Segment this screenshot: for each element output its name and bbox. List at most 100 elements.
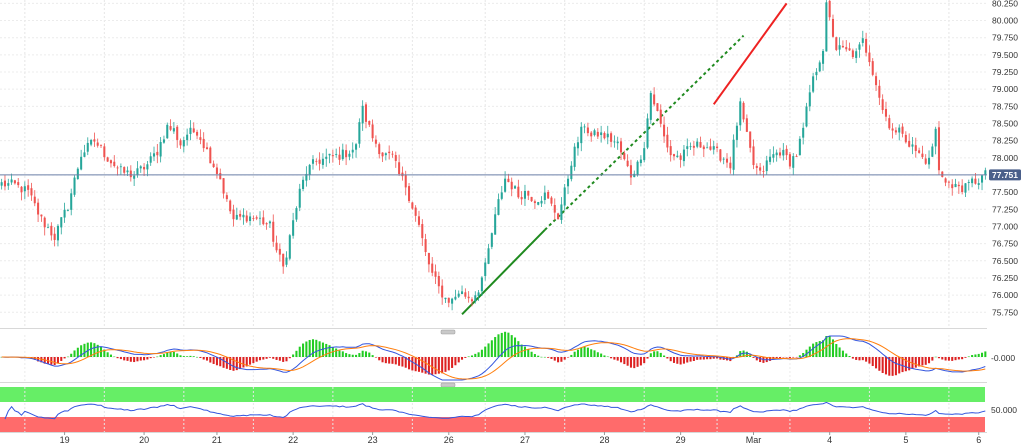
macd-hist-bar — [514, 337, 517, 357]
y-tick-label: 79.250 — [992, 67, 1018, 77]
candle-body — [729, 162, 732, 169]
candle-body — [123, 167, 126, 173]
y-tick-label: 76.500 — [992, 256, 1018, 266]
candle-body — [298, 188, 301, 208]
macd-hist-bar — [891, 357, 894, 376]
candle-body — [345, 150, 348, 158]
candle-body — [209, 147, 212, 164]
candle-body — [805, 106, 808, 127]
macd-hist-bar — [401, 357, 404, 367]
candle-body — [709, 146, 712, 150]
macd-hist-bar — [798, 355, 801, 357]
resize-handle[interactable] — [440, 329, 456, 335]
candle-body — [848, 48, 851, 51]
macd-hist-bar — [325, 343, 328, 357]
candle-body — [619, 141, 623, 153]
macd-hist-bar — [977, 353, 980, 357]
candle-body — [278, 248, 281, 255]
macd-hist-bar — [884, 357, 888, 375]
candle-body — [679, 155, 682, 160]
candle-body — [23, 186, 26, 192]
macd-hist-bar — [434, 357, 437, 375]
candle-body — [109, 160, 112, 164]
macd-hist-bar — [116, 357, 119, 359]
macd-hist-bar — [507, 332, 510, 357]
candle-body — [851, 50, 854, 58]
candle-body — [865, 38, 868, 53]
candle-body — [474, 295, 477, 302]
candle-body — [388, 151, 391, 154]
candle-body — [815, 71, 818, 76]
price-candles — [0, 0, 987, 311]
candle-body — [268, 221, 271, 224]
macd-hist-bar — [769, 357, 772, 361]
macd-hist-bar — [504, 331, 507, 357]
macd-hist-bar — [454, 357, 457, 366]
candle-body — [189, 127, 192, 135]
candle-body — [722, 158, 725, 160]
macd-hist-bar — [73, 350, 76, 357]
candle-body — [666, 134, 669, 148]
macd-hist-bar — [818, 341, 821, 357]
candle-body — [17, 182, 20, 186]
macd-hist-bar — [398, 357, 401, 366]
macd-hist-bar — [778, 357, 782, 359]
candle-body — [868, 52, 871, 63]
candle-body — [361, 105, 364, 124]
macd-hist-bar — [408, 357, 411, 370]
resize-handle[interactable] — [440, 382, 456, 388]
macd-hist-bar — [477, 352, 480, 357]
candle-body — [785, 148, 788, 156]
candle-body — [812, 76, 815, 92]
macd-hist-bar — [580, 347, 583, 357]
candle-body — [477, 292, 480, 297]
candle-body — [444, 297, 447, 300]
macd-hist-bar — [328, 345, 331, 357]
candle-body — [712, 146, 715, 150]
candle-body — [159, 141, 162, 157]
macd-hist-bar — [861, 357, 864, 361]
macd-hist-bar — [179, 355, 182, 357]
macd-hist-bar — [894, 357, 897, 376]
candle-body — [557, 213, 560, 220]
macd-line — [1, 335, 986, 381]
candle-body — [182, 140, 185, 147]
candle-body — [467, 296, 470, 299]
candle-body — [73, 177, 76, 195]
macd-hist-bar — [881, 357, 884, 373]
candle-body — [898, 127, 901, 133]
macd-hist-bar — [984, 351, 987, 357]
candle-body — [984, 170, 987, 175]
candle-body — [129, 170, 132, 178]
candle-body — [96, 142, 99, 146]
macd-hist-bar — [788, 357, 791, 359]
x-tick-label: 23 — [368, 435, 378, 444]
macd-hist-bar — [828, 336, 831, 357]
macd-hist-bar — [262, 357, 265, 360]
macd-hist-bar — [394, 357, 397, 365]
candle-body — [769, 156, 772, 162]
candle-body — [199, 137, 202, 140]
candle-body — [692, 145, 695, 148]
candle-body — [762, 170, 765, 172]
macd-hist-bar — [904, 357, 907, 372]
macd-hist-bar — [159, 355, 162, 357]
candle-body — [878, 85, 881, 98]
candle-body — [391, 153, 394, 155]
y-tick-label: 77.500 — [992, 187, 1018, 197]
candle-body — [318, 159, 321, 164]
candle-body — [384, 153, 387, 156]
y-tick-label: 77.250 — [992, 204, 1018, 214]
candle-body — [152, 153, 156, 157]
candle-body — [229, 200, 232, 212]
macd-hist-bar — [341, 351, 344, 357]
candle-body — [295, 208, 298, 220]
macd-hist-bar — [666, 357, 669, 359]
macd-hist-bar — [941, 357, 944, 360]
macd-hist-bar — [934, 356, 937, 358]
candle-body — [3, 180, 6, 187]
candle-body — [487, 248, 490, 264]
candle-body — [570, 165, 573, 180]
candle-body — [523, 190, 526, 199]
